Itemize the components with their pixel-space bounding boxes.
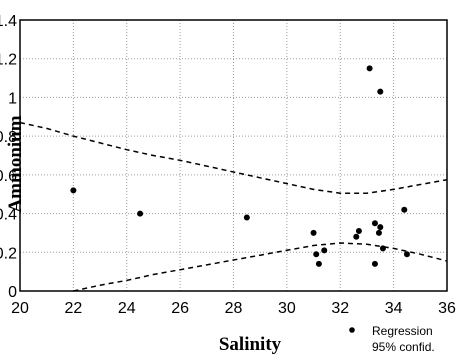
data-point bbox=[321, 247, 328, 254]
data-point bbox=[310, 229, 317, 236]
x-tick-label: 20 bbox=[11, 300, 29, 317]
plot-frame bbox=[19, 19, 448, 292]
data-point bbox=[355, 227, 362, 234]
y-tick-labels: 0 0.2 0.4 0.6 0.8 1 1.2 1.4 bbox=[0, 13, 17, 301]
x-tick-label: 24 bbox=[118, 300, 136, 317]
x-tick-label: 28 bbox=[225, 300, 243, 317]
x-tick-label: 36 bbox=[438, 300, 456, 317]
x-tick-labels: 20 22 24 26 28 30 32 34 36 bbox=[11, 300, 456, 317]
data-point bbox=[137, 210, 144, 217]
confidence-lower-curve bbox=[73, 242, 448, 292]
data-point bbox=[243, 214, 250, 221]
data-point bbox=[70, 187, 77, 194]
legend-marker-regression bbox=[349, 327, 355, 333]
y-axis-title: Ammonium bbox=[5, 115, 26, 212]
data-point bbox=[375, 229, 382, 236]
legend-label-confid: 95% confid. bbox=[372, 340, 435, 354]
y-tick-label: 0.2 bbox=[0, 245, 17, 262]
y-tick-label: 1.2 bbox=[0, 52, 17, 69]
confidence-upper-curve bbox=[19, 121, 448, 194]
data-point bbox=[401, 206, 408, 213]
grid bbox=[20, 20, 447, 291]
x-tick-label: 34 bbox=[385, 300, 403, 317]
y-tick-label: 0.8 bbox=[0, 129, 17, 146]
data-point bbox=[403, 251, 410, 258]
y-tick-label: 0 bbox=[8, 284, 17, 301]
data-point bbox=[377, 224, 384, 231]
x-tick-label: 26 bbox=[171, 300, 189, 317]
x-axis-title: Salinity bbox=[219, 334, 282, 355]
data-point bbox=[353, 233, 360, 240]
data-point bbox=[377, 88, 384, 95]
data-point bbox=[366, 65, 373, 72]
y-tick-label: 0.4 bbox=[0, 207, 17, 224]
y-tick-label: 1 bbox=[8, 90, 17, 107]
legend-label-regression: Regression bbox=[372, 324, 433, 338]
data-points bbox=[70, 65, 410, 267]
x-tick-label: 30 bbox=[278, 300, 296, 317]
data-point bbox=[371, 220, 378, 227]
legend: Regression 95% confid. bbox=[349, 324, 435, 354]
x-tick-label: 32 bbox=[331, 300, 349, 317]
y-tick-label: 0.6 bbox=[0, 168, 17, 185]
y-tick-label: 1.4 bbox=[0, 13, 17, 30]
x-tick-label: 22 bbox=[64, 300, 82, 317]
data-point bbox=[371, 260, 378, 267]
data-point bbox=[313, 251, 320, 258]
data-point bbox=[379, 245, 386, 252]
data-point bbox=[315, 260, 322, 267]
